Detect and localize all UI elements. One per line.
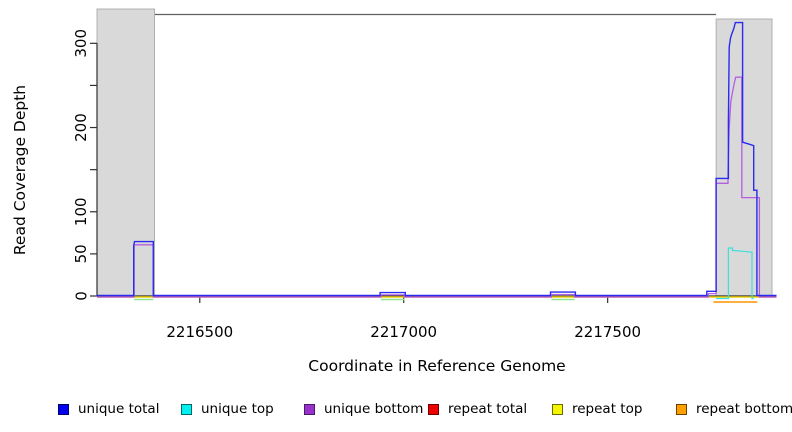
x-tick-label: 2217500	[574, 323, 641, 341]
x-tick-label: 2216500	[166, 323, 233, 341]
y-tick-label: 300	[72, 29, 90, 58]
repeat-region-right	[715, 18, 773, 297]
series-unique-bottom	[97, 76, 777, 298]
x-axis-title: Coordinate in Reference Genome	[308, 357, 566, 375]
y-tick-label: 100	[72, 197, 90, 226]
series-unique-total	[97, 21, 777, 297]
y-axis-title: Read Coverage Depth	[11, 84, 29, 256]
y-tick-label: 50	[72, 244, 90, 263]
x-tick-label: 2217000	[370, 323, 437, 341]
y-tick-label: 200	[72, 113, 90, 142]
y-tick-label: 0	[72, 291, 90, 301]
series-unique-top	[716, 247, 754, 300]
repeat-region-left	[96, 8, 156, 297]
